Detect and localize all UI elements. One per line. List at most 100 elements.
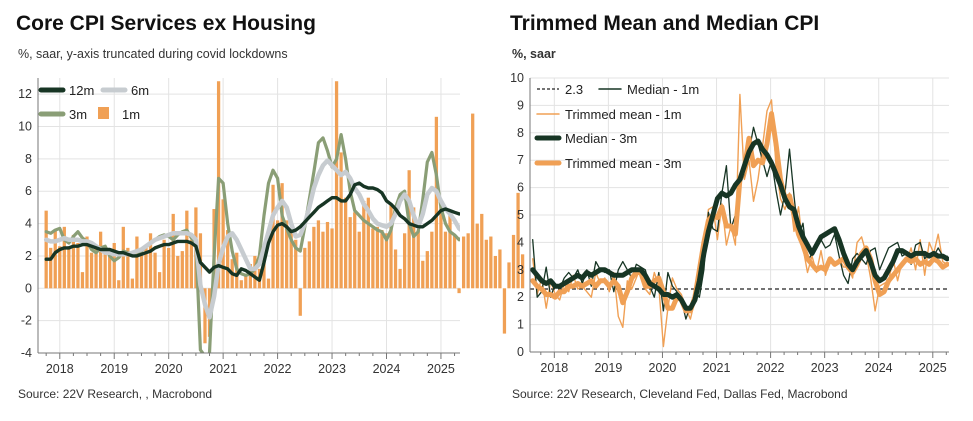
bar-1m [471, 113, 475, 289]
bar-1m [153, 252, 157, 289]
bar-1m [298, 288, 302, 316]
x-tick-label: 2022 [264, 362, 292, 376]
bar-1m [484, 239, 488, 289]
y-tick-label: 12 [18, 87, 32, 101]
bar-1m [262, 255, 266, 289]
bar-1m [135, 236, 139, 289]
bar-1m [67, 246, 71, 289]
legend-swatch [98, 107, 109, 119]
legend-label: Median - 1m [627, 82, 699, 97]
y-tick-label: 9 [517, 98, 524, 112]
y-tick-label: 10 [510, 71, 524, 85]
bar-1m [130, 278, 135, 289]
y-tick-label: 6 [517, 181, 524, 195]
bar-1m [180, 251, 184, 289]
legend-label: 3m [69, 107, 87, 122]
bar-1m [334, 81, 339, 289]
bar-1m [266, 278, 271, 289]
bar-1m [89, 252, 94, 289]
y-tick-label: 8 [517, 126, 524, 140]
bar-1m [144, 246, 148, 289]
bar-1m [117, 280, 121, 289]
bar-1m [85, 236, 89, 289]
bar-1m [348, 217, 352, 289]
bar-1m [325, 221, 330, 289]
x-tick-label: 2021 [209, 362, 237, 376]
bar-1m [430, 231, 434, 289]
bar-1m [103, 249, 107, 289]
bar-1m [371, 228, 375, 289]
y-tick-label: 1 [517, 318, 524, 332]
chart-subtitle: %, saar, y-axis truncated during covid l… [18, 47, 288, 61]
series-group [43, 133, 460, 353]
legend-label: Median - 3m [565, 131, 637, 146]
bar-1m [507, 262, 511, 289]
chart-title: Core CPI Services ex Housing [16, 12, 316, 35]
bar-1m [171, 213, 175, 289]
series-group [530, 93, 949, 348]
bar-1m [71, 234, 76, 289]
y-tick-label: -2 [21, 314, 32, 328]
bar-1m [58, 246, 62, 289]
bar-1m [366, 197, 370, 289]
legend-label: 6m [131, 83, 149, 98]
bar-1m [502, 288, 507, 334]
bar-1m [98, 231, 103, 289]
bar-1m [121, 226, 125, 289]
x-tick-label: 2024 [373, 362, 401, 376]
bar-1m [452, 234, 457, 289]
bar-1m [457, 288, 461, 294]
series-line-median-3m [530, 138, 949, 311]
bar-1m [493, 255, 498, 289]
x-tick-label: 2019 [594, 361, 622, 375]
bar-1m [176, 255, 180, 289]
bar-1m [289, 233, 293, 289]
bar-1m [244, 275, 248, 289]
bar-1m [167, 247, 171, 289]
legend-label: 1m [122, 107, 140, 122]
bar-1m [480, 213, 484, 289]
x-tick-label: 2021 [703, 361, 731, 375]
bar-1m [157, 272, 162, 289]
bar-1m [53, 230, 57, 289]
chart-title: Trimmed Mean and Median CPI [510, 12, 820, 35]
y-tick-label: -4 [21, 346, 32, 360]
chart-source: Source: 22V Research, Cleveland Fed, Dal… [512, 387, 848, 401]
bar-1m [203, 288, 207, 344]
y-tick-label: 6 [25, 184, 32, 198]
y-tick-label: 0 [25, 281, 32, 295]
x-tick-label: 2020 [649, 361, 677, 375]
bar-1m [339, 152, 343, 289]
legend-label: 12m [69, 83, 94, 98]
bar-1m [126, 247, 130, 289]
bar-1m [357, 231, 361, 289]
bar-1m [384, 233, 389, 289]
bar-1m [49, 247, 53, 289]
bar-1m [516, 192, 520, 289]
bar-1m [416, 230, 420, 289]
bar-1m [421, 260, 425, 289]
bar-1m [44, 210, 48, 289]
series-line-12m [44, 181, 460, 282]
x-tick-label: 2023 [318, 362, 346, 376]
bar-1m [253, 255, 257, 289]
y-tick-label: 10 [18, 120, 32, 134]
bar-1m [285, 220, 289, 289]
bar-1m [226, 230, 230, 289]
bar-1m [294, 239, 298, 289]
bar-1m [398, 268, 402, 289]
x-tick-label: 2024 [865, 361, 893, 375]
x-tick-label: 2020 [155, 362, 183, 376]
y-tick-label: 5 [517, 208, 524, 222]
bar-1m [275, 220, 280, 289]
bar-1m [312, 226, 316, 289]
chart-panel-left: Core CPI Services ex Housing %, saar, y-… [0, 0, 525, 421]
bar-1m [248, 264, 252, 289]
bar-1m [489, 236, 493, 289]
bar-1m [520, 254, 525, 289]
legend-label: 2.3 [565, 82, 583, 97]
chart-panel-right: Trimmed Mean and Median CPI %, saar 0 1 2 3… [494, 0, 973, 421]
bar-1m [362, 200, 366, 289]
x-tick-label: 2023 [811, 361, 839, 375]
